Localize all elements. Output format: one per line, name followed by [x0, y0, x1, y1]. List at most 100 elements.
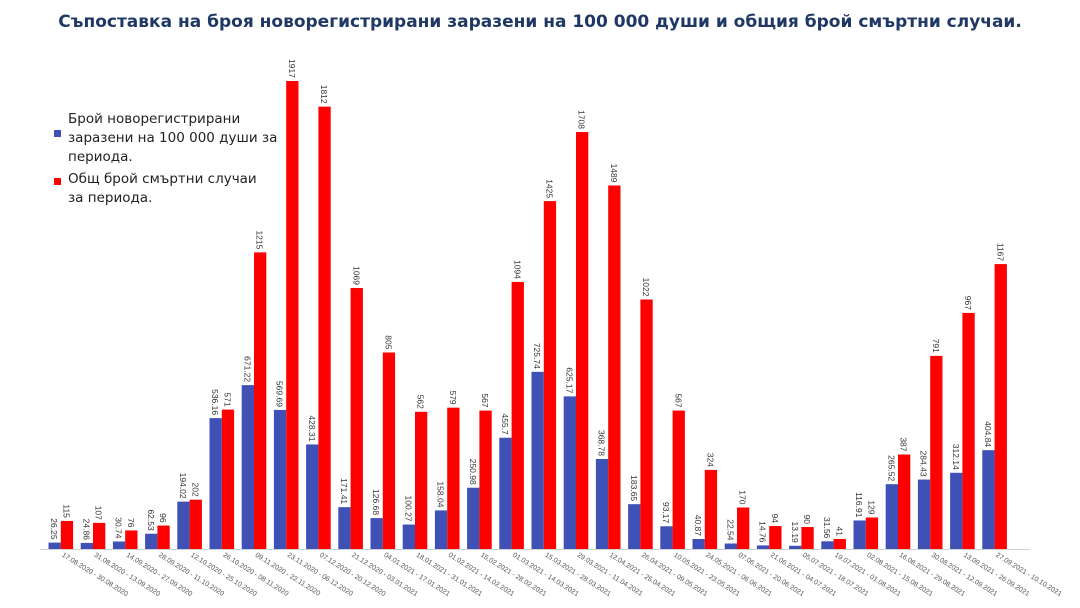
bar-cases — [595, 458, 609, 549]
bar-cases — [885, 484, 898, 549]
data-label-deaths: 1489 — [609, 164, 619, 183]
bar-cases — [789, 545, 802, 549]
legend-item-deaths: Общ брой смъртни случаи за периода. — [54, 170, 284, 208]
data-label-deaths: 567 — [480, 393, 490, 407]
bar-cases — [628, 504, 641, 549]
data-label-cases: 30.74 — [114, 517, 124, 539]
data-label-deaths: 791 — [931, 339, 941, 353]
bar-deaths — [640, 299, 653, 549]
data-label-deaths: 96 — [158, 513, 168, 523]
bar-deaths — [318, 106, 331, 550]
bar-deaths — [382, 352, 396, 549]
bar-deaths — [994, 264, 1007, 549]
bar-deaths — [737, 507, 750, 549]
legend-swatch-cases — [54, 130, 61, 137]
bar-cases — [531, 371, 544, 549]
bar-cases — [982, 450, 995, 549]
bar-deaths — [930, 355, 943, 549]
data-label-cases: 126.68 — [371, 489, 381, 515]
data-label-deaths: 324 — [705, 453, 715, 467]
bar-cases — [112, 541, 126, 549]
bar-deaths — [865, 517, 879, 549]
data-label-cases: 93.17 — [661, 502, 671, 524]
bar-cases — [660, 526, 673, 549]
bar-deaths — [254, 252, 267, 549]
data-label-deaths: 1094 — [512, 260, 522, 279]
bar-cases — [402, 524, 415, 549]
data-label-deaths: 1069 — [351, 266, 361, 285]
bar-deaths — [415, 411, 428, 549]
data-label-cases: 116.91 — [854, 492, 864, 518]
data-label-cases: 265.52 — [886, 455, 896, 481]
bar-cases — [209, 418, 222, 549]
data-label-cases: 536.16 — [210, 389, 220, 415]
bar-deaths — [801, 527, 814, 549]
data-label-deaths: 579 — [448, 390, 458, 404]
data-label-cases: 158.04 — [436, 481, 446, 507]
bar-cases — [467, 487, 480, 549]
data-label-cases: 725.74 — [532, 343, 542, 369]
data-label-cases: 404.84 — [983, 421, 993, 447]
bar-deaths — [479, 410, 492, 549]
bar-deaths — [447, 407, 460, 549]
data-label-cases: 31.56 — [822, 517, 832, 539]
data-label-cases: 368.78 — [597, 430, 607, 456]
bar-cases — [499, 437, 512, 549]
bar-cases — [370, 518, 383, 549]
bar-cases — [917, 479, 931, 549]
data-label-deaths: 1022 — [641, 278, 651, 297]
data-label-deaths: 41 — [834, 527, 844, 537]
legend: Брой новорегистрирани заразени на 100 00… — [54, 110, 284, 211]
bar-cases — [821, 541, 834, 549]
bar-deaths — [898, 454, 911, 549]
bar-deaths — [608, 185, 621, 549]
data-label-deaths: 1167 — [995, 243, 1005, 262]
data-label-deaths: 571 — [222, 392, 232, 406]
data-label-cases: 194.02 — [178, 473, 188, 499]
legend-item-cases: Брой новорегистрирани заразени на 100 00… — [54, 110, 284, 167]
bar-deaths — [769, 526, 782, 549]
bar-deaths — [286, 81, 299, 549]
data-label-deaths: 1812 — [319, 85, 329, 104]
bar-cases — [724, 543, 737, 549]
data-label-cases: 100.27 — [403, 496, 413, 522]
data-label-cases: 455.7 — [500, 413, 510, 435]
data-label-cases: 428.31 — [307, 415, 317, 441]
bar-deaths — [704, 469, 718, 549]
legend-swatch-deaths — [54, 178, 61, 185]
data-label-cases: 671.22 — [242, 356, 252, 382]
bar-cases — [338, 507, 351, 549]
bar-cases — [80, 542, 93, 549]
bar-deaths — [221, 409, 235, 549]
data-label-cases: 14.76 — [758, 521, 768, 543]
bar-cases — [434, 510, 448, 549]
data-label-cases: 569.69 — [275, 381, 285, 407]
data-label-cases: 40.87 — [693, 515, 703, 537]
legend-label-deaths: Общ брой смъртни случаи за периода. — [68, 171, 257, 206]
bar-cases — [853, 520, 866, 549]
bar-cases — [756, 545, 770, 549]
chart-title: Съпоставка на броя новорегистрирани зара… — [58, 12, 1022, 32]
bar-cases — [48, 542, 61, 549]
bar-deaths — [576, 132, 589, 549]
bar-cases — [177, 501, 190, 549]
bar-deaths — [833, 538, 846, 549]
data-label-cases: 13.19 — [790, 521, 800, 543]
bar-deaths — [350, 288, 363, 549]
bar-deaths — [157, 525, 170, 549]
data-label-cases: 22.54 — [725, 519, 735, 541]
data-label-deaths: 90 — [802, 515, 812, 525]
data-label-cases: 183.65 — [629, 475, 639, 501]
data-label-deaths: 1708 — [577, 110, 587, 129]
data-label-deaths: 107 — [94, 506, 104, 520]
data-label-deaths: 202 — [190, 482, 200, 496]
legend-label-cases: Брой новорегистрирани заразени на 100 00… — [68, 111, 278, 165]
bar-cases — [950, 472, 963, 549]
bar-deaths — [93, 522, 106, 549]
data-label-deaths: 94 — [770, 514, 780, 524]
bar-deaths — [189, 499, 202, 549]
bar-deaths — [962, 312, 975, 549]
data-label-cases: 26.25 — [49, 518, 59, 540]
bar-deaths — [672, 410, 685, 549]
